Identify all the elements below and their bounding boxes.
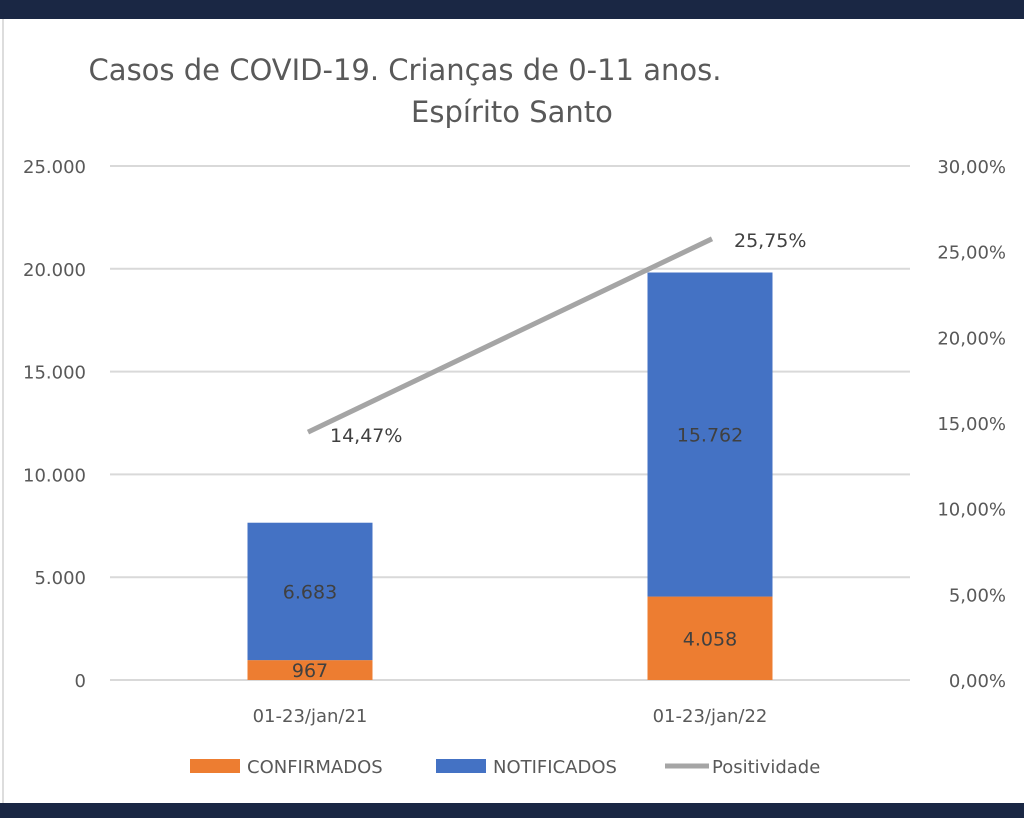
bar-confirmados	[247, 660, 373, 680]
y-left-tick-label: 0	[75, 671, 86, 692]
y-right-tick-label: 10,00%	[937, 500, 1006, 521]
bottom-border	[0, 803, 1024, 818]
legend-swatch-notificados	[436, 759, 486, 773]
legend-label: NOTIFICADOS	[493, 757, 617, 778]
chart-subtitle: Espírito Santo	[411, 95, 613, 129]
y-right-tick-label: 25,00%	[937, 243, 1006, 264]
y-left-tick-label: 20.000	[23, 260, 86, 281]
y-left-tick-label: 15.000	[23, 363, 86, 384]
data-label: 4.058	[683, 628, 737, 650]
line-data-label: 25,75%	[734, 230, 806, 252]
y-left-tick-label: 10.000	[23, 465, 86, 486]
data-label: 6.683	[283, 581, 337, 603]
y-right-tick-label: 30,00%	[937, 157, 1006, 178]
bar-confirmados	[647, 596, 773, 680]
line-data-label: 14,47%	[330, 425, 402, 447]
bar-notificados	[247, 522, 373, 661]
y-right-tick-label: 20,00%	[937, 328, 1006, 349]
y-right-tick-label: 15,00%	[937, 414, 1006, 435]
x-tick-label: 01-23/jan/21	[253, 706, 368, 727]
legend-label: Positividade	[712, 757, 820, 778]
legend-label: CONFIRMADOS	[247, 757, 383, 778]
data-label: 967	[292, 660, 328, 682]
x-tick-label: 01-23/jan/22	[653, 706, 768, 727]
bar-notificados	[647, 272, 773, 597]
legend-swatch-confirmados	[190, 759, 240, 773]
top-border	[0, 0, 1024, 19]
y-left-tick-label: 25.000	[23, 157, 86, 178]
y-right-tick-label: 0,00%	[949, 671, 1006, 692]
chart-frame	[2, 19, 1022, 803]
chart-title: Casos de COVID-19. Crianças de 0-11 anos…	[89, 53, 722, 87]
y-right-tick-label: 5,00%	[949, 585, 1006, 606]
data-label: 15.762	[677, 425, 743, 447]
y-left-tick-label: 5.000	[34, 568, 86, 589]
line-positividade	[306, 236, 714, 435]
